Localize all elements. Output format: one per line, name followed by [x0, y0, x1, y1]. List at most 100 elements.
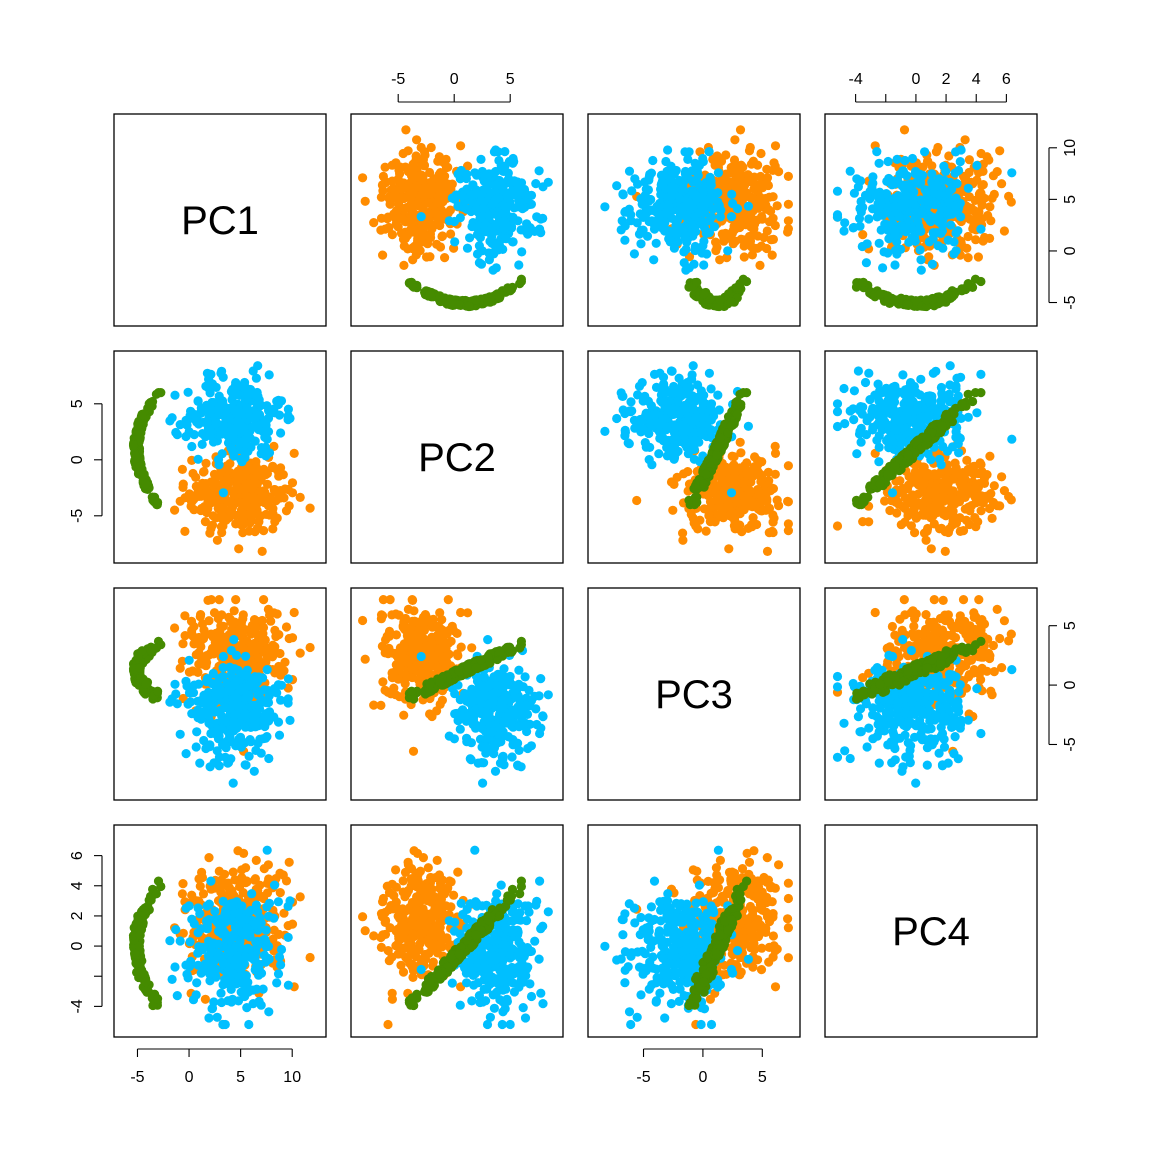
data-point: [456, 165, 466, 176]
data-point: [895, 212, 905, 222]
data-point: [931, 366, 941, 376]
data-point: [716, 205, 726, 215]
data-point: [675, 210, 686, 220]
data-point: [971, 522, 981, 532]
data-point: [889, 397, 900, 407]
data-point: [832, 186, 843, 196]
data-point: [667, 191, 677, 201]
data-point: [995, 146, 1005, 156]
data-point: [956, 489, 966, 499]
data-point: [953, 391, 963, 401]
data-point: [762, 226, 772, 236]
data-point: [137, 409, 147, 419]
data-point: [253, 361, 263, 371]
data-point: [832, 421, 843, 432]
data-point: [626, 397, 636, 407]
data-point: [898, 166, 908, 176]
data-point: [739, 252, 749, 262]
data-point: [887, 488, 898, 498]
data-point: [217, 510, 227, 520]
data-point: [729, 521, 740, 531]
data-point: [962, 243, 972, 253]
data-point: [269, 441, 279, 451]
data-point: [679, 247, 689, 257]
data-point: [970, 274, 981, 284]
data-point: [883, 291, 893, 301]
data-point: [876, 208, 886, 218]
data-point: [872, 435, 882, 445]
data-point: [515, 197, 525, 207]
data-point: [985, 202, 995, 212]
data-point: [283, 484, 293, 495]
data-point: [883, 202, 893, 212]
data-point: [921, 301, 932, 312]
data-point: [695, 193, 705, 203]
data-point: [636, 239, 646, 249]
data-point: [295, 492, 305, 502]
data-point: [735, 279, 745, 289]
data-point: [246, 484, 257, 494]
data-point: [723, 428, 733, 438]
data-point: [250, 413, 260, 423]
data-point: [217, 449, 227, 459]
data-point: [976, 506, 986, 516]
data-point: [478, 203, 488, 214]
data-point: [924, 237, 934, 247]
data-point: [683, 154, 693, 164]
data-point: [963, 279, 973, 289]
data-point: [233, 389, 243, 399]
data-point: [769, 158, 779, 168]
data-point: [260, 487, 270, 498]
data-point: [170, 623, 180, 633]
data-point: [973, 252, 984, 262]
data-point: [849, 222, 859, 233]
data-point: [692, 277, 702, 287]
data-point: [849, 188, 860, 198]
data-point: [208, 397, 218, 408]
data-point: [704, 368, 715, 378]
data-point: [918, 462, 928, 472]
data-point: [963, 253, 973, 263]
data-point: [978, 166, 988, 176]
data-point: [632, 218, 642, 228]
data-point: [399, 193, 409, 204]
data-point: [899, 389, 909, 399]
data-point: [932, 507, 942, 518]
data-point: [404, 180, 414, 190]
data-point: [270, 485, 280, 495]
data-point: [969, 206, 979, 216]
data-point: [903, 300, 913, 310]
data-point: [715, 255, 725, 265]
data-point: [684, 263, 694, 273]
data-point: [657, 387, 667, 398]
data-point: [722, 253, 732, 263]
data-point: [915, 245, 925, 255]
data-point: [878, 263, 888, 273]
data-point: [766, 486, 776, 496]
data-point: [256, 443, 267, 453]
data-point: [957, 284, 967, 294]
data-point: [534, 166, 544, 176]
data-point: [198, 467, 209, 477]
data-point: [852, 449, 862, 459]
points-layer: [128, 361, 315, 557]
data-point: [747, 250, 758, 260]
data-point: [739, 241, 749, 251]
data-point: [234, 544, 244, 554]
data-point: [686, 416, 697, 426]
data-point: [172, 430, 182, 440]
data-point: [889, 225, 899, 235]
data-point: [956, 145, 966, 155]
data-point: [745, 236, 756, 246]
data-point: [933, 241, 943, 251]
data-point: [658, 415, 668, 425]
data-point: [454, 300, 464, 310]
data-point: [948, 506, 958, 516]
data-point: [957, 399, 967, 409]
data-point: [178, 479, 188, 489]
panel-PC2-PC1: [113, 350, 327, 564]
data-point: [757, 214, 767, 224]
data-point: [180, 526, 190, 537]
data-point: [648, 155, 658, 166]
data-point: [666, 161, 676, 171]
